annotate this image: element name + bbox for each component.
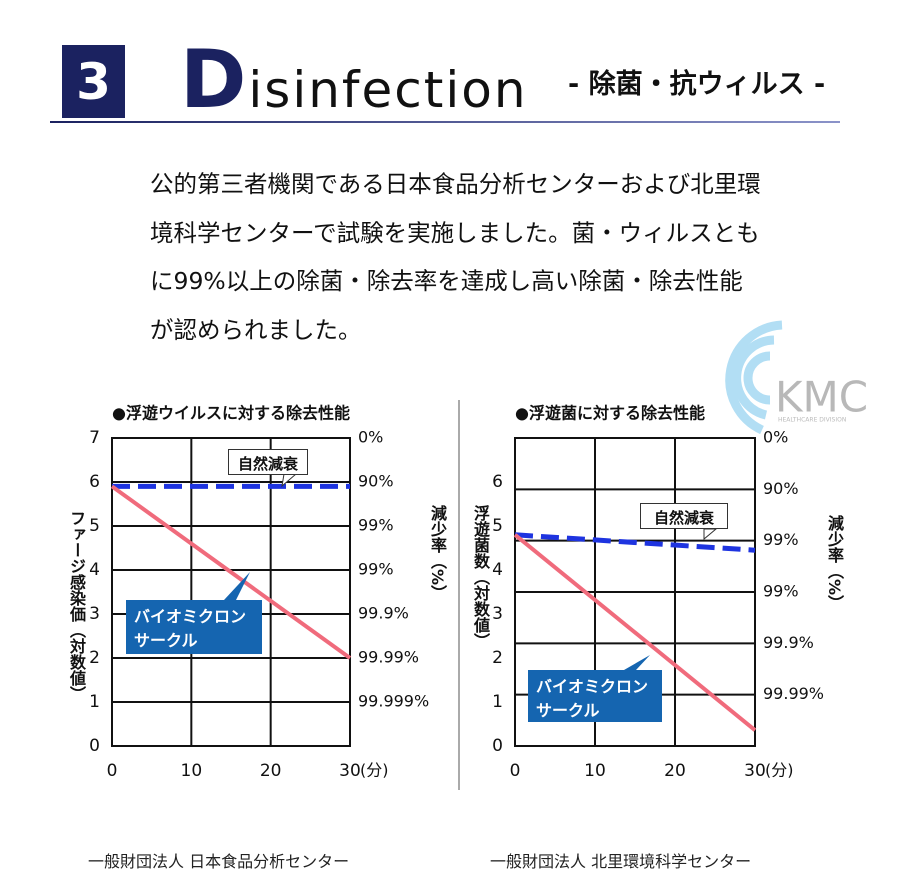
callout-pointer — [703, 528, 718, 541]
source-label: 一般財団法人 日本食品分析センター — [88, 852, 350, 871]
callout-pointer — [624, 655, 650, 670]
data-line — [110, 484, 352, 660]
y-tick-label: 4 — [492, 560, 503, 580]
data-line — [514, 532, 756, 553]
x-tick-label: 0 — [510, 761, 521, 781]
y-tick-label: 2 — [89, 648, 100, 668]
y-tick-label: 4 — [89, 560, 100, 580]
section-title: Disinfection — [180, 33, 528, 126]
y2-tick-label: 90% — [358, 472, 394, 491]
y2-tick-label: 99.9% — [358, 604, 409, 623]
x-unit: (分) — [360, 761, 389, 780]
x-tick-label: 30 — [744, 761, 766, 781]
y-axis-label: ファージ感染価（対数値） — [67, 510, 86, 702]
y2-tick-label: 0% — [763, 428, 788, 447]
header-rule — [50, 121, 840, 123]
y2-axis-label: 減少率（%） — [825, 515, 844, 612]
y2-tick-label: 99% — [358, 516, 394, 535]
y2-tick-label: 99.999% — [358, 692, 429, 711]
y2-tick-label: 90% — [763, 479, 799, 498]
y-tick-label: 5 — [89, 516, 100, 536]
y2-tick-label: 0% — [358, 428, 383, 447]
series-label: バイオミクロンサークル — [126, 600, 262, 654]
y-tick-label: 2 — [492, 648, 503, 668]
y-tick-label: 5 — [492, 516, 503, 536]
y2-tick-label: 99.99% — [763, 684, 824, 703]
chart-title: ●浮遊ウイルスに対する除去性能 — [112, 404, 350, 423]
y-tick-label: 3 — [492, 604, 503, 624]
y-tick-label: 0 — [89, 736, 100, 756]
y2-tick-label: 99% — [763, 582, 799, 601]
x-tick-label: 10 — [181, 761, 203, 781]
series-label: 自然減衰 — [228, 449, 308, 475]
y2-axis-label: 減少率（%） — [428, 505, 447, 602]
y-tick-label: 6 — [492, 472, 503, 492]
plot-frame — [111, 437, 351, 747]
callout-pointer — [281, 473, 298, 488]
y-axis-label: 浮遊菌数（対数値） — [471, 505, 490, 649]
x-unit: (分) — [765, 761, 794, 780]
y-tick-label: 7 — [89, 428, 100, 448]
y2-tick-label: 99% — [358, 560, 394, 579]
watermark-division: HEALTHCARE DIVISION — [778, 417, 846, 424]
y-tick-label: 1 — [89, 692, 100, 712]
plot-frame — [514, 437, 756, 747]
section-number: 3 — [62, 45, 125, 118]
y2-tick-label: 99.99% — [358, 648, 419, 667]
y-tick-label: 6 — [89, 472, 100, 492]
x-tick-label: 10 — [584, 761, 606, 781]
y-tick-label: 0 — [492, 736, 503, 756]
callout-pointer — [224, 572, 250, 600]
y-tick-label: 1 — [492, 692, 503, 712]
watermark-icon — [725, 320, 783, 435]
series-label: 自然減衰 — [640, 503, 728, 529]
x-tick-label: 0 — [107, 761, 118, 781]
y2-tick-label: 99% — [763, 530, 799, 549]
intro-text: 公的第三者機関である日本食品分析センターおよび北里環境科学センターで試験を実施し… — [150, 170, 761, 344]
series-label: バイオミクロンサークル — [528, 670, 662, 722]
y2-tick-label: 99.9% — [763, 633, 814, 652]
chart-title: ●浮遊菌に対する除去性能 — [515, 404, 705, 423]
source-label: 一般財団法人 北里環境科学センター — [490, 852, 752, 871]
x-tick-label: 20 — [260, 761, 282, 781]
watermark-logo: KMC — [775, 373, 868, 422]
y-tick-label: 3 — [89, 604, 100, 624]
x-tick-label: 20 — [664, 761, 686, 781]
data-line — [513, 533, 757, 732]
section-subtitle: - 除菌・抗ウィルス - — [568, 69, 826, 100]
x-tick-label: 30 — [339, 761, 361, 781]
